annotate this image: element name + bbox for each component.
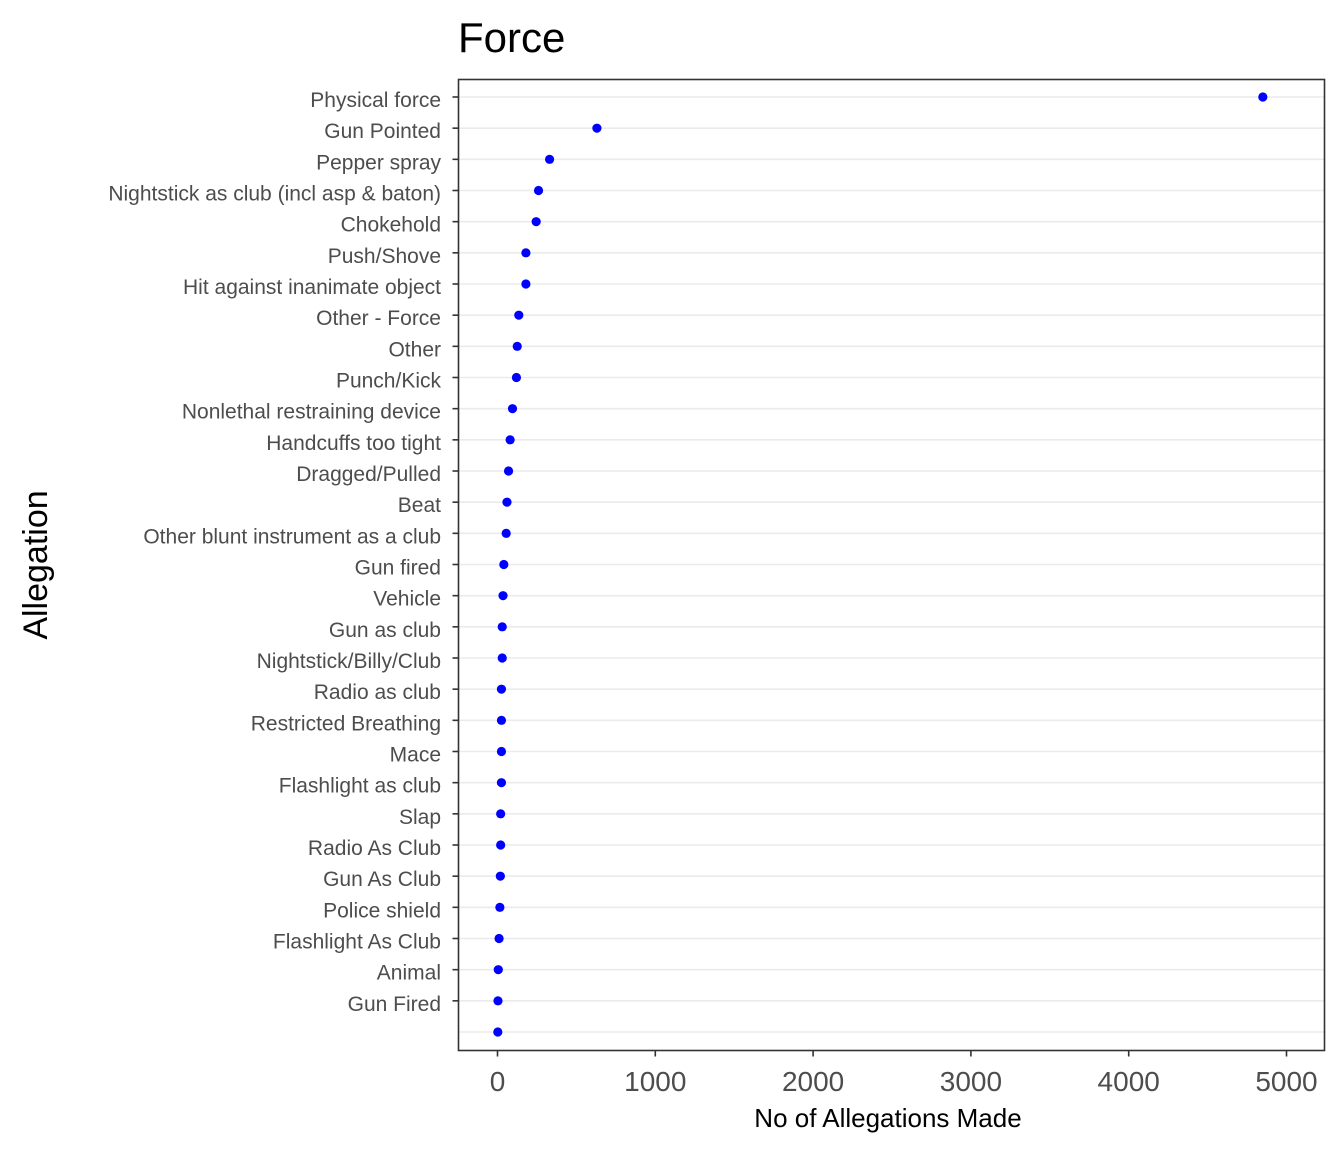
data-point [496,684,507,694]
data-point [493,965,503,975]
y-tick-label: Physical force [310,89,441,112]
gridlines [458,96,1325,1033]
y-tick-label: Animal [377,962,441,985]
y-tick-label: Hit against inanimate object [183,276,441,299]
data-point [531,217,541,227]
x-axis-title: No of Allegations Made [754,1103,1021,1133]
data-point [497,622,507,632]
y-tick-label: Radio as club [314,681,441,704]
data-point [493,996,503,1006]
data-point [497,653,507,663]
data-point [496,809,506,819]
y-tick-label: Other - Force [316,307,441,330]
y-tick-label: Dragged/Pulled [296,463,441,486]
data-point [496,778,507,788]
x-axis-ticks: 0 1000 2000 3000 4000 5000 [490,1050,1318,1097]
y-axis-tick-labels: Physical force Gun Pointed Pepper spray Nig… [108,89,459,1016]
y-tick-label: Restricted Breathing [251,712,441,735]
data-points [493,92,1268,1037]
y-tick-label: Gun As Club [323,868,441,891]
data-point [592,123,602,133]
data-point [505,435,515,445]
y-tick-label: Police shield [323,899,441,922]
y-tick-label: Push/Shove [328,245,441,268]
data-point [495,871,505,881]
data-point [496,746,507,757]
data-point [499,559,509,570]
x-tick-label: 3000 [940,1066,1002,1097]
y-tick-label: Vehicle [373,588,441,611]
y-tick-label: Beat [398,494,441,517]
y-tick-label: Gun fired [355,557,441,580]
y-tick-label: Radio As Club [308,837,441,860]
data-point [533,185,544,196]
y-tick-label: Flashlight as club [279,775,441,798]
y-tick-label: Gun Fired [348,993,441,1016]
data-point [544,154,555,164]
x-tick-label: 1000 [624,1066,686,1097]
data-point [501,528,511,538]
data-point [511,372,522,383]
y-tick-label: Pepper spray [316,151,441,174]
y-tick-label: Handcuffs too tight [266,432,441,455]
data-point [521,279,531,289]
y-tick-label: Mace [390,744,441,767]
chart-title: Force [458,14,565,61]
y-tick-label: Other blunt instrument as a club [143,525,441,548]
x-tick-label: 5000 [1255,1066,1317,1097]
data-point [502,497,512,507]
data-point [498,591,508,601]
y-tick-label: Punch/Kick [336,370,442,393]
y-tick-label: Flashlight As Club [273,931,441,954]
y-tick-label: Nightstick/Billy/Club [257,650,441,673]
data-point [514,310,524,320]
y-tick-label: Chokehold [341,214,441,237]
data-point [496,715,507,725]
y-tick-label: Nightstick as club (incl asp & baton) [108,183,441,206]
data-point [507,404,518,414]
data-point [496,840,506,850]
x-tick-label: 2000 [782,1066,844,1097]
x-tick-label: 4000 [1098,1066,1160,1097]
y-tick-label: Nonlethal restraining device [182,401,441,424]
y-tick-label: Gun Pointed [324,120,441,143]
data-point [521,248,531,258]
data-point [495,902,505,912]
data-point [493,1027,503,1037]
y-tick-label: Slap [399,806,441,829]
y-tick-label: Gun as club [329,619,441,642]
data-point [503,466,514,476]
data-point [494,933,504,944]
x-tick-label: 0 [490,1066,506,1097]
y-tick-label: Other [388,338,441,361]
y-axis-title: Allegation [17,490,55,639]
data-point [512,341,522,351]
data-point [1258,92,1268,102]
